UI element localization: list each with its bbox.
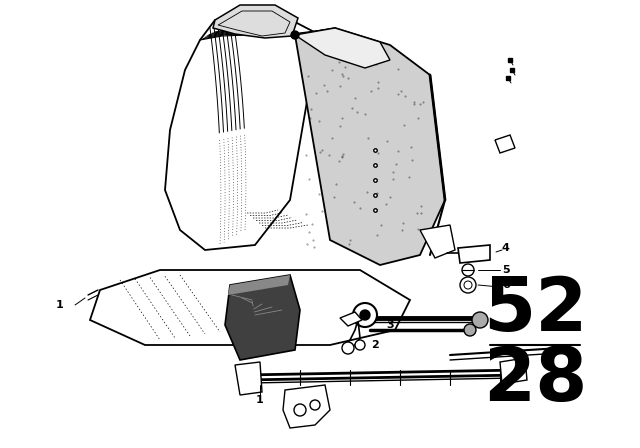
Text: 28: 28 — [483, 344, 587, 417]
Polygon shape — [235, 362, 262, 395]
Polygon shape — [90, 270, 410, 345]
Text: 2: 2 — [371, 340, 379, 350]
Polygon shape — [165, 18, 320, 250]
Circle shape — [462, 264, 474, 276]
Polygon shape — [495, 135, 515, 153]
Polygon shape — [500, 358, 527, 384]
Polygon shape — [283, 385, 330, 428]
Polygon shape — [295, 28, 390, 68]
Circle shape — [360, 310, 370, 320]
Circle shape — [294, 404, 306, 416]
Circle shape — [464, 324, 476, 336]
Circle shape — [472, 312, 488, 328]
Circle shape — [353, 303, 377, 327]
Polygon shape — [213, 5, 298, 38]
Text: 4: 4 — [502, 243, 510, 253]
Polygon shape — [225, 275, 300, 360]
Text: 6: 6 — [502, 280, 510, 290]
Circle shape — [291, 31, 299, 39]
Polygon shape — [420, 225, 455, 258]
Text: 7: 7 — [502, 345, 509, 355]
Polygon shape — [458, 245, 490, 263]
Text: 1: 1 — [256, 395, 264, 405]
Text: 3: 3 — [386, 320, 394, 330]
Circle shape — [342, 342, 354, 354]
Text: 5: 5 — [502, 265, 509, 275]
Circle shape — [310, 400, 320, 410]
Text: 52: 52 — [483, 273, 587, 346]
Circle shape — [355, 340, 365, 350]
Polygon shape — [295, 28, 445, 265]
Text: 1: 1 — [56, 300, 64, 310]
Polygon shape — [340, 312, 362, 326]
Polygon shape — [228, 275, 290, 295]
